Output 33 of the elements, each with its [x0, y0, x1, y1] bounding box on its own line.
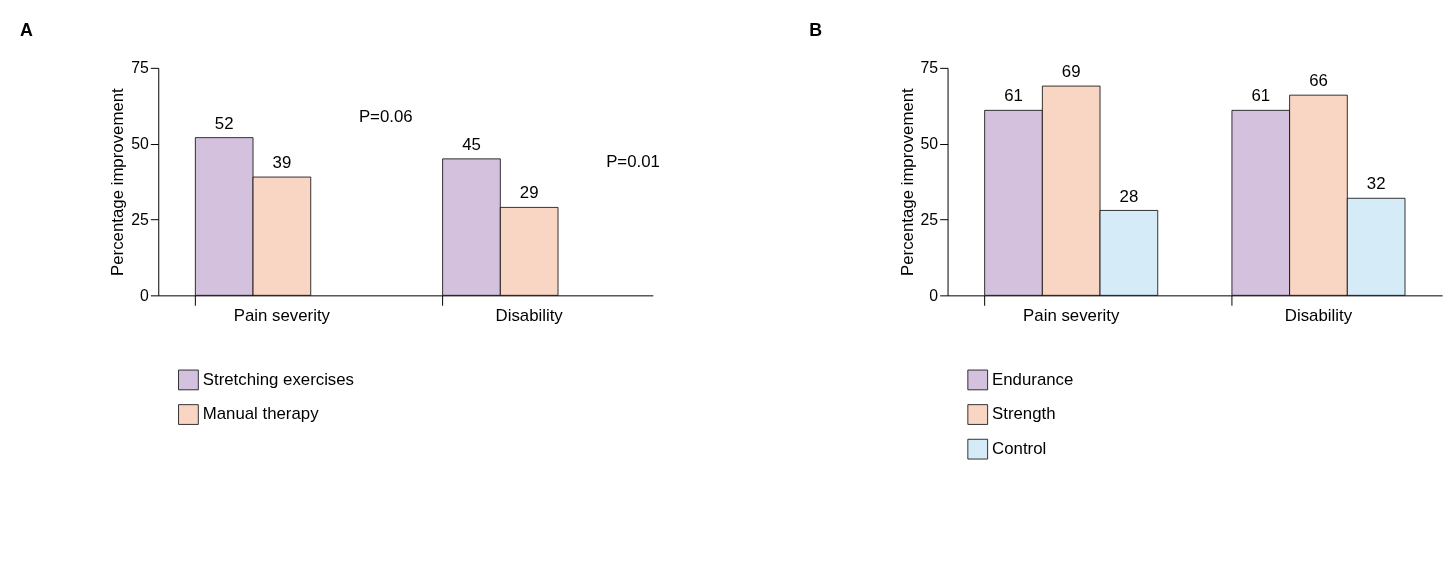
data-label: 69	[1061, 62, 1081, 82]
data-label: 52	[214, 113, 234, 133]
chart-title: B	[809, 20, 823, 41]
data-label: 45	[462, 134, 481, 154]
y-tick-label: 25	[920, 210, 939, 228]
data-label: 61	[1251, 86, 1271, 106]
data-label: 39	[272, 153, 292, 173]
x-tick-label: Disability	[495, 305, 564, 325]
data-label: 28	[1119, 186, 1139, 206]
x-tick-label: Pain severity	[233, 305, 331, 325]
legend-label: Control	[992, 439, 1047, 459]
annotation: P=0.06	[358, 107, 413, 127]
y-axis-title: Percentage improvement	[108, 87, 128, 276]
data-label: 61	[1004, 86, 1023, 106]
y-tick-label: 50	[131, 135, 150, 153]
annotation: P=0.01	[606, 151, 660, 171]
y-tick-label: 75	[131, 59, 150, 77]
y-tick-label: 25	[131, 210, 150, 228]
legend-label: Endurance	[992, 369, 1074, 389]
data-label: 32	[1366, 174, 1386, 194]
y-tick-label: 0	[140, 286, 150, 304]
y-axis-title: Percentage improvement	[897, 87, 917, 276]
y-tick-label: 0	[929, 286, 939, 304]
chart-title: A	[19, 20, 33, 41]
data-label: 29	[519, 183, 539, 203]
y-tick-label: 75	[920, 59, 939, 77]
x-tick-label: Pain severity	[1023, 305, 1120, 325]
legend-label: Strength	[992, 404, 1056, 424]
x-tick-label: Disability	[1284, 305, 1353, 325]
legend-label: Manual therapy	[202, 404, 320, 424]
data-label: 66	[1309, 71, 1328, 91]
y-tick-label: 50	[920, 135, 939, 153]
legend-label: Stretching exercises	[202, 369, 355, 389]
